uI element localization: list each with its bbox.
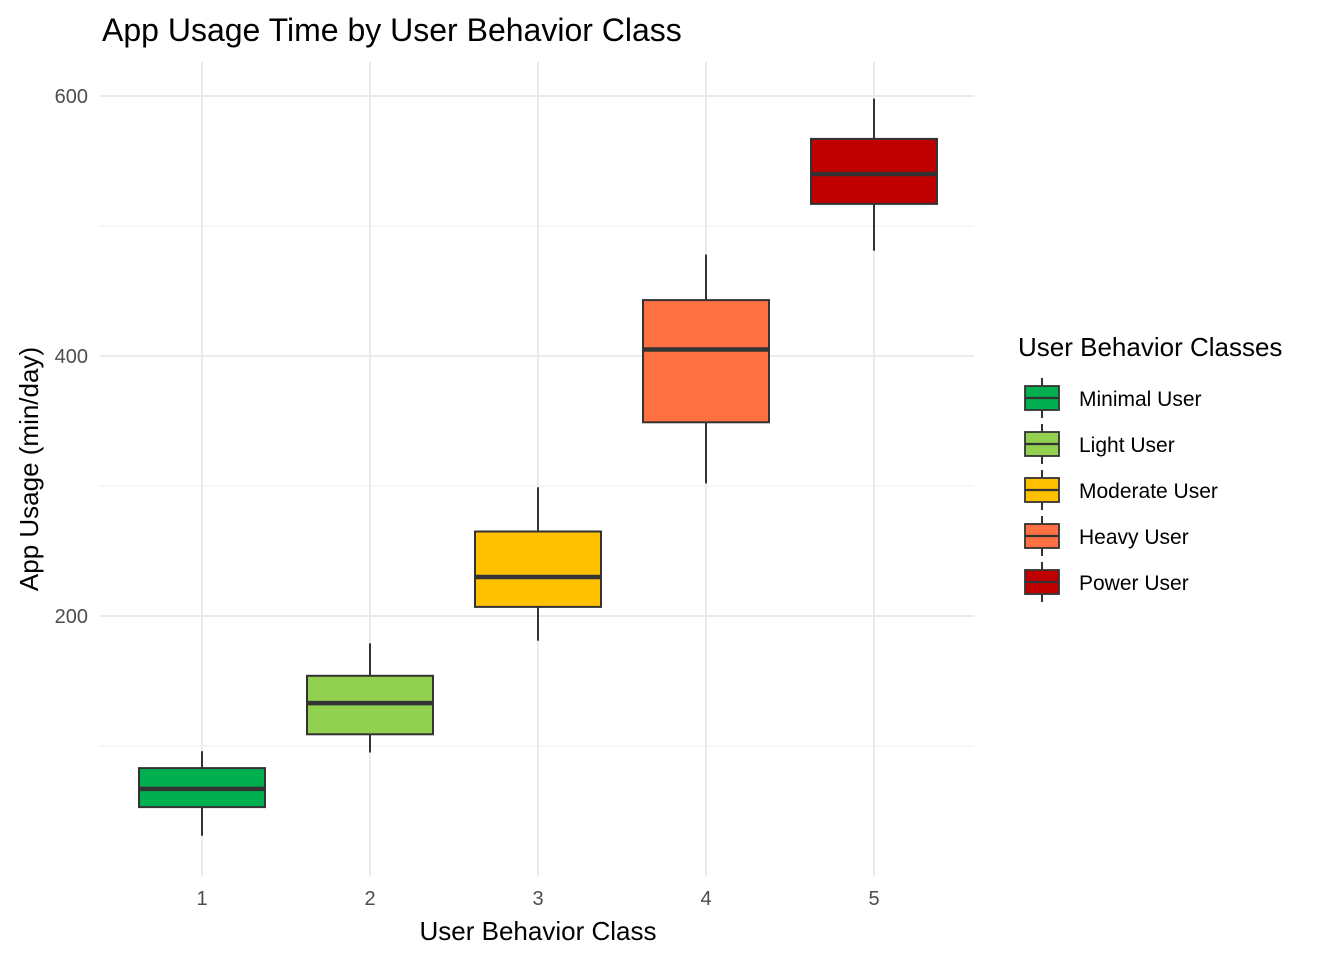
legend-entry: Power User [1024,562,1189,602]
x-tick-label: 3 [532,888,543,910]
legend-label: Light User [1079,434,1175,457]
x-tick-label: 2 [364,888,375,910]
box-group-3 [474,487,602,641]
x-tick-label: 4 [700,888,711,910]
box-group-4 [642,254,770,484]
legend-entry: Moderate User [1024,470,1218,510]
legend-entry: Heavy User [1024,516,1189,556]
legend-label: Heavy User [1079,526,1189,549]
legend-entry: Minimal User [1024,378,1202,418]
box-group-1 [138,751,266,836]
y-tick-layer: 200 400 600 [55,86,88,628]
box-group-2 [306,643,434,753]
y-tick-label: 600 [55,86,88,108]
y-tick-label: 400 [55,346,88,368]
y-axis-title: App Usage (min/day) [14,347,44,591]
box [810,137,938,205]
legend-label: Minimal User [1079,388,1202,411]
y-tick-label: 200 [55,606,88,628]
box-layer [138,98,938,836]
legend-items: Minimal User Light User Moderate User Heavy… [1024,378,1218,602]
box-group-5 [810,98,938,251]
x-tick-label: 1 [196,888,207,910]
x-axis-title: User Behavior Class [420,916,657,946]
chart-title: App Usage Time by User Behavior Class [102,12,682,48]
legend: User Behavior Classes Minimal User Light … [1018,332,1282,602]
legend-entry: Light User [1024,424,1175,464]
box [642,299,770,424]
x-tick-label: 5 [868,888,879,910]
legend-label: Power User [1079,572,1189,595]
x-tick-layer: 1 2 3 4 5 [196,888,879,910]
legend-label: Moderate User [1079,480,1218,503]
box [474,530,602,608]
legend-title: User Behavior Classes [1018,332,1282,362]
